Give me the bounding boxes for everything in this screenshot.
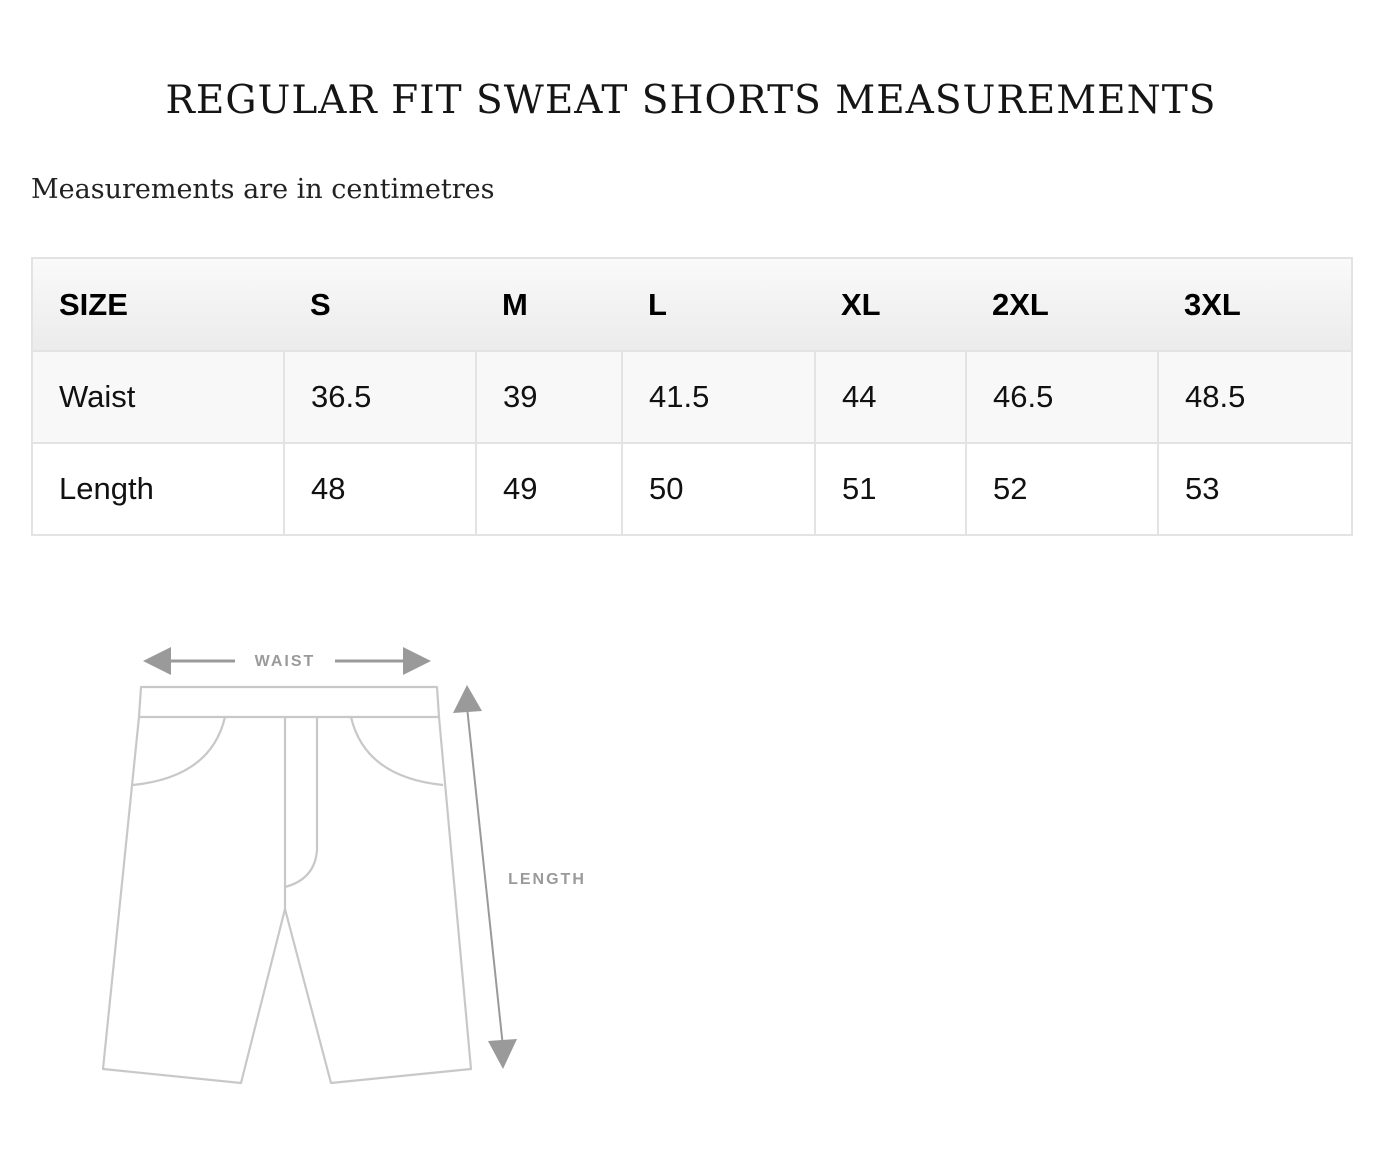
table-cell: 48 xyxy=(283,442,477,536)
table-cell: 39 xyxy=(475,350,623,444)
table-cell: 41.5 xyxy=(621,350,816,444)
table-cell: 50 xyxy=(621,442,816,536)
waist-arrow xyxy=(143,647,431,675)
header-3xl: 3XL xyxy=(1158,257,1353,352)
waist-label: WAIST xyxy=(255,653,316,670)
table-cell: 52 xyxy=(965,442,1159,536)
header-m: M xyxy=(476,257,622,352)
table-cell: 51 xyxy=(814,442,967,536)
size-chart-table: SIZE S M L XL 2XL 3XL Waist 36.5 39 41.5… xyxy=(31,257,1353,536)
length-arrow xyxy=(453,685,517,1069)
header-l: L xyxy=(622,257,815,352)
header-2xl: 2XL xyxy=(966,257,1158,352)
table-row-waist: Waist 36.5 39 41.5 44 46.5 48.5 xyxy=(31,350,1353,444)
table-row-length: Length 48 49 50 51 52 53 xyxy=(31,442,1353,536)
units-note: Measurements are in centimetres xyxy=(31,174,495,205)
header-xl: XL xyxy=(815,257,966,352)
table-cell: 53 xyxy=(1157,442,1353,536)
table-header-row: SIZE S M L XL 2XL 3XL xyxy=(31,257,1353,352)
page-title: REGULAR FIT SWEAT SHORTS MEASUREMENTS xyxy=(165,78,1217,123)
header-size: SIZE xyxy=(31,257,284,352)
row-label-waist: Waist xyxy=(31,350,285,444)
table-cell: 49 xyxy=(475,442,623,536)
row-label-length: Length xyxy=(31,442,285,536)
table-cell: 36.5 xyxy=(283,350,477,444)
shorts-diagram-svg: WAIST LENGTH xyxy=(101,647,586,1085)
shorts-measurement-diagram: WAIST LENGTH xyxy=(95,635,605,1095)
header-s: S xyxy=(284,257,476,352)
shorts-outline xyxy=(101,685,473,1085)
table-cell: 48.5 xyxy=(1157,350,1353,444)
length-label: LENGTH xyxy=(508,871,586,888)
table-cell: 44 xyxy=(814,350,967,444)
table-cell: 46.5 xyxy=(965,350,1159,444)
